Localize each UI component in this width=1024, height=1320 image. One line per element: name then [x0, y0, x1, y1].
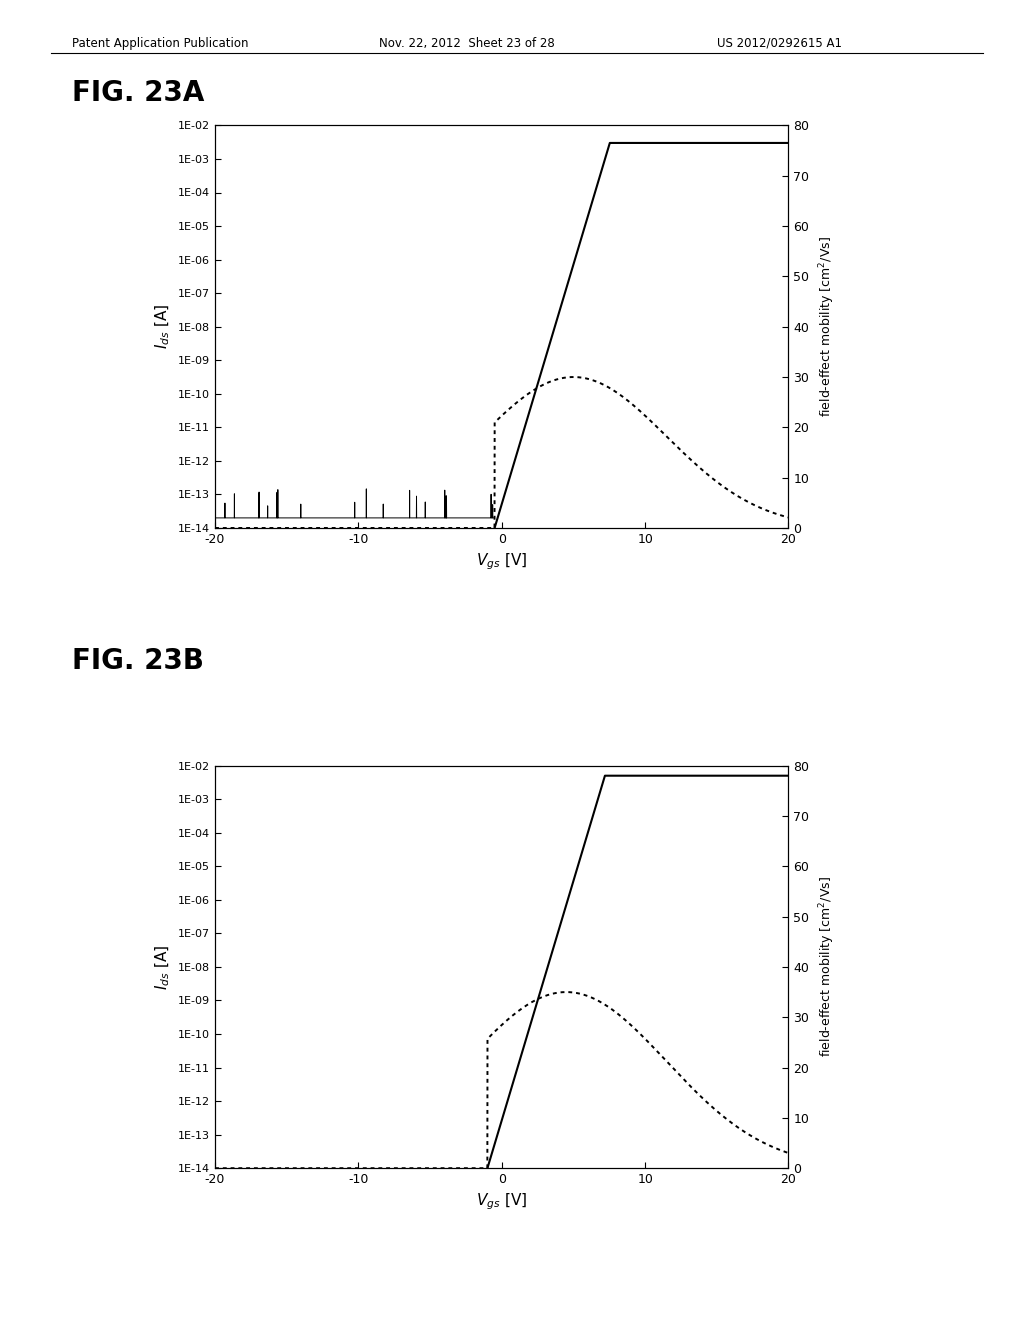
- Y-axis label: $I_{ds}$ [A]: $I_{ds}$ [A]: [154, 304, 172, 350]
- Text: FIG. 23B: FIG. 23B: [72, 647, 204, 675]
- Text: Patent Application Publication: Patent Application Publication: [72, 37, 248, 50]
- X-axis label: $V_{gs}$ [V]: $V_{gs}$ [V]: [476, 552, 527, 572]
- Text: Nov. 22, 2012  Sheet 23 of 28: Nov. 22, 2012 Sheet 23 of 28: [379, 37, 555, 50]
- Y-axis label: $I_{ds}$ [A]: $I_{ds}$ [A]: [154, 944, 172, 990]
- Text: US 2012/0292615 A1: US 2012/0292615 A1: [717, 37, 842, 50]
- X-axis label: $V_{gs}$ [V]: $V_{gs}$ [V]: [476, 1192, 527, 1212]
- Text: FIG. 23A: FIG. 23A: [72, 79, 204, 107]
- Y-axis label: field-effect mobility [cm$^2$/Vs]: field-effect mobility [cm$^2$/Vs]: [818, 876, 838, 1057]
- Y-axis label: field-effect mobility [cm$^2$/Vs]: field-effect mobility [cm$^2$/Vs]: [818, 236, 838, 417]
